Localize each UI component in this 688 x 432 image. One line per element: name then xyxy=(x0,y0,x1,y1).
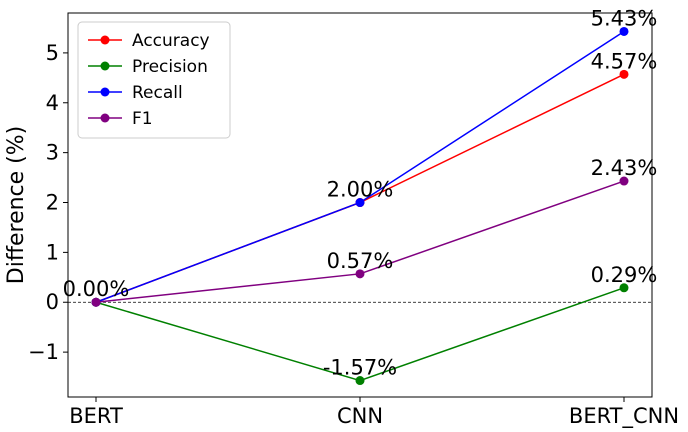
legend-marker xyxy=(100,87,110,97)
data-label: 4.57% xyxy=(591,49,658,73)
point-precision-cnn xyxy=(355,376,365,386)
legend-label-accuracy: Accuracy xyxy=(132,31,210,51)
point-f1-cnn xyxy=(355,269,365,279)
data-label: 5.43% xyxy=(591,6,658,30)
point-accuracy-bert-cnn xyxy=(619,69,629,79)
y-tick-label: 3 xyxy=(46,141,59,165)
legend-label-precision: Precision xyxy=(132,57,208,77)
y-tick-label: 5 xyxy=(46,41,59,65)
point-precision-bert-cnn xyxy=(619,283,629,293)
data-label: 2.43% xyxy=(591,156,658,180)
y-tick-label: −1 xyxy=(28,340,59,364)
y-tick-label: 2 xyxy=(46,191,59,215)
y-tick-label: 0 xyxy=(46,290,59,314)
point-f1-bert-cnn xyxy=(619,176,629,186)
point-recall-cnn xyxy=(355,198,365,208)
data-label: 0.00% xyxy=(63,277,130,301)
point-f1-bert xyxy=(91,297,101,307)
x-tick-label-cnn: CNN xyxy=(337,404,383,428)
point-recall-bert-cnn xyxy=(619,26,629,36)
data-label: 0.29% xyxy=(591,263,658,287)
data-label: 0.57% xyxy=(327,249,394,273)
legend-marker xyxy=(100,113,110,123)
data-label: -1.57% xyxy=(323,356,397,380)
x-tick-label-bert: BERT xyxy=(69,404,123,428)
legend-label-recall: Recall xyxy=(132,83,183,103)
y-tick-label: 4 xyxy=(46,91,59,115)
x-tick-label-bert-cnn: BERT_CNN xyxy=(569,404,679,429)
legend-marker xyxy=(100,35,110,45)
legend-box xyxy=(77,21,231,139)
y-tick-label: 1 xyxy=(46,240,59,264)
y-axis-label: Difference (%) xyxy=(4,126,29,284)
legend-marker xyxy=(100,61,110,71)
legend-label-f1: F1 xyxy=(132,109,153,129)
data-label: 2.00% xyxy=(327,178,394,202)
